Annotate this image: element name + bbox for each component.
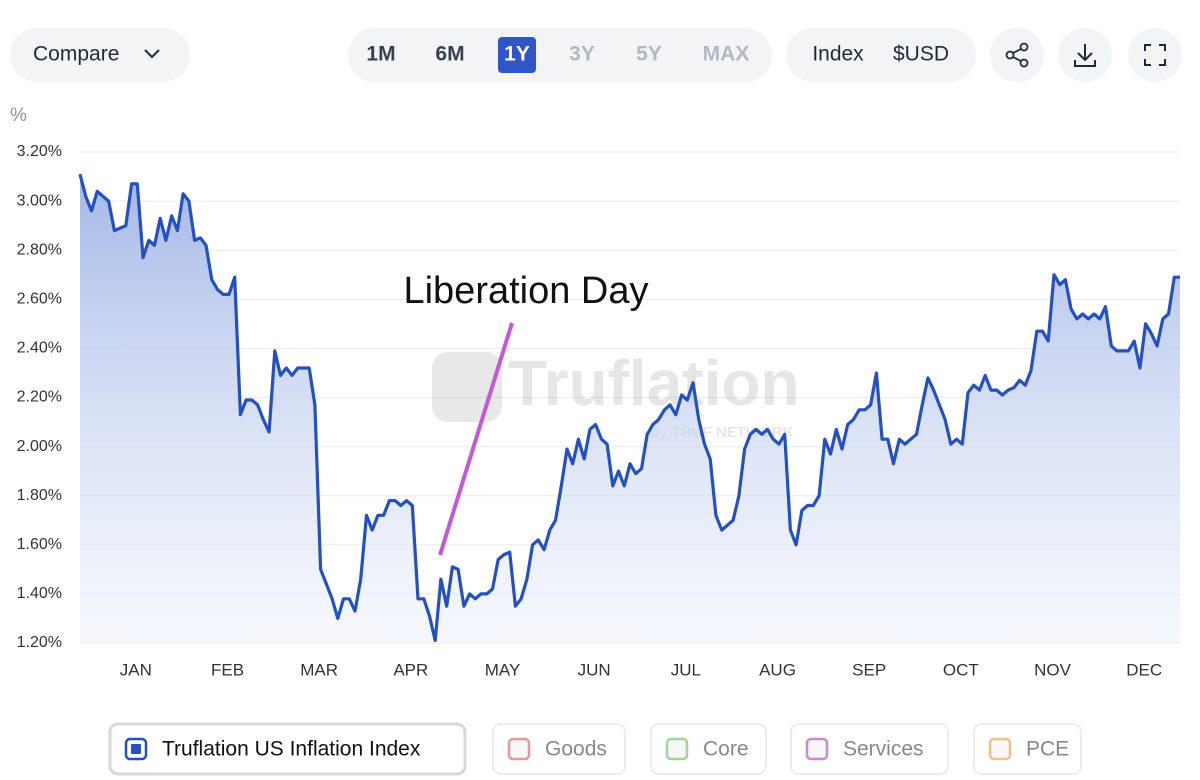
download-icon [1074, 44, 1096, 67]
line [78, 173, 1180, 643]
x-tick-label: NOV [1034, 660, 1072, 679]
legend-swatch [805, 737, 829, 761]
x-tick-label: JAN [120, 660, 152, 679]
y-tick-label: 3.20% [17, 143, 62, 160]
legend-label: Core [703, 738, 749, 761]
fullscreen-button[interactable] [1128, 28, 1182, 82]
x-tick-label: MAY [485, 660, 521, 679]
watermark-text: Truflation [508, 347, 800, 419]
range-button[interactable]: 1M [366, 43, 395, 66]
annotation: Liberation Day [403, 270, 648, 312]
y-tick-label: 3.00% [17, 192, 62, 209]
share-button[interactable] [990, 28, 1044, 82]
range-button[interactable]: 1Y [504, 43, 530, 66]
y-tick-label: 1.60% [17, 536, 62, 553]
y-tick-label: 1.40% [17, 585, 62, 602]
x-tick-label: JUL [671, 660, 701, 679]
x-tick-label: MAR [300, 660, 338, 679]
chevron-icon [144, 49, 160, 59]
range-group [348, 28, 772, 82]
y-tick-label: 2.20% [17, 389, 62, 406]
x-tick-label: JUN [578, 660, 611, 679]
range-button: 5Y [636, 43, 662, 66]
y-tick-label: 1.20% [17, 634, 62, 651]
legend-item[interactable] [108, 722, 467, 776]
area [80, 174, 1180, 643]
x-tick-label: DEC [1126, 660, 1162, 679]
legend-item[interactable] [492, 723, 626, 775]
plot [78, 173, 1180, 643]
compare-button[interactable] [10, 28, 190, 82]
range-active-bg [498, 37, 536, 73]
legend-label: Services [843, 738, 924, 761]
x-tick-label: AUG [759, 660, 796, 679]
legend-label: Truflation US Inflation Index [162, 738, 421, 761]
share-icon [1005, 42, 1029, 68]
legend-swatch [665, 737, 689, 761]
x-tick-label: OCT [943, 660, 979, 679]
compare-label: Compare [33, 43, 119, 66]
y-tick-label: 1.80% [17, 487, 62, 504]
unit-button[interactable]: $USD [893, 43, 949, 66]
range-button[interactable]: 6M [435, 43, 464, 66]
legend-swatch [507, 737, 531, 761]
annotation-pointer [438, 322, 514, 556]
legend-swatch-fill [131, 744, 141, 754]
unit-button[interactable]: Index [812, 43, 864, 66]
range-buttons: 1M 6M 1Y 3Y 5Y MAX [366, 37, 749, 73]
x-tick-label: FEB [211, 660, 244, 679]
y-tick-label: 2.40% [17, 340, 62, 357]
legend-swatch [988, 737, 1012, 761]
watermark-logo [432, 352, 502, 422]
range-button: MAX [703, 43, 750, 66]
fullscreen-icon [1144, 44, 1166, 66]
x-tick-label: APR [393, 660, 428, 679]
unit-buttons: Index $USD [812, 43, 949, 66]
unit-group [786, 28, 976, 82]
legend-item[interactable] [650, 723, 767, 775]
y-axis-label: % [10, 105, 27, 126]
y-tick-label: 2.00% [17, 438, 62, 455]
legend: Truflation US Inflation Index Goods Core Se… [108, 722, 1082, 776]
y-tick-label: 2.80% [17, 241, 62, 258]
legend-item[interactable] [973, 723, 1082, 775]
range-button: 3Y [569, 43, 595, 66]
x-tick-label: SEP [852, 660, 886, 679]
legend-item[interactable] [790, 723, 949, 775]
legend-label: Goods [545, 738, 607, 761]
y-tick-label: 2.60% [17, 291, 62, 308]
watermark: Truflation by TRUF NETWORK [432, 347, 800, 441]
legend-label: PCE [1026, 738, 1069, 761]
